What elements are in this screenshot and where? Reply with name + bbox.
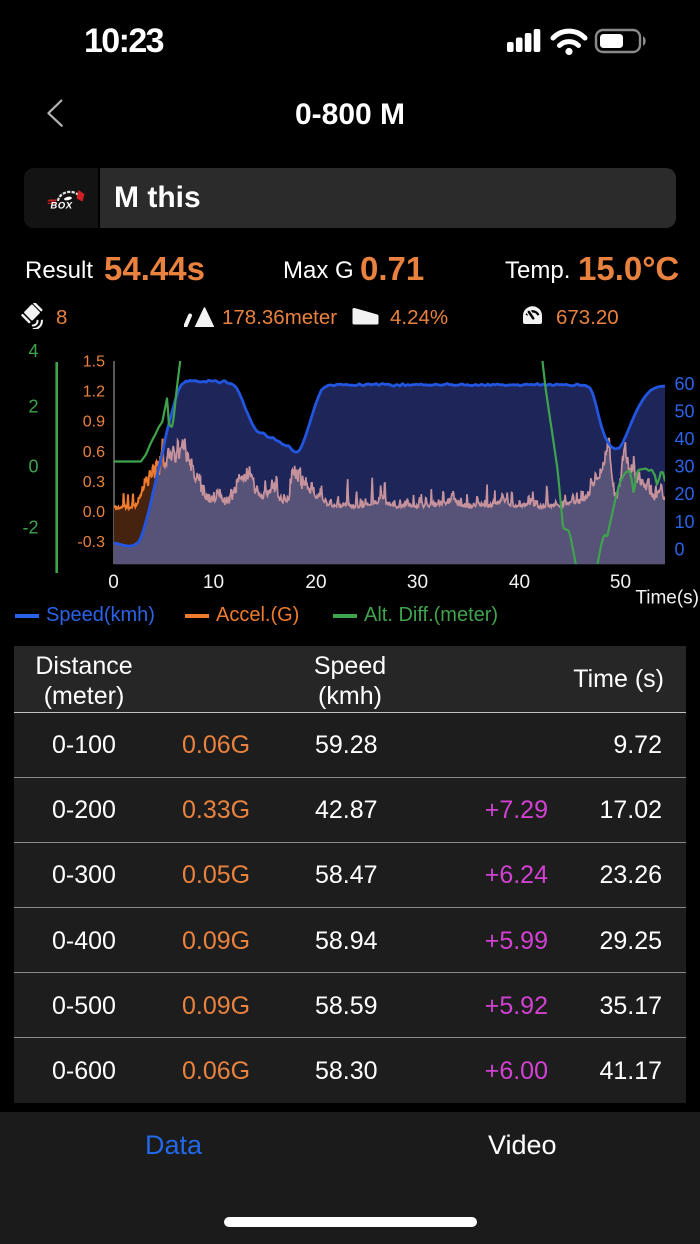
svg-text:0.3: 0.3 <box>83 474 105 491</box>
svg-text:60: 60 <box>675 374 695 394</box>
svg-text:4: 4 <box>28 341 38 361</box>
svg-text:20: 20 <box>675 484 695 504</box>
svg-text:1.2: 1.2 <box>83 384 105 401</box>
svg-text:0.9: 0.9 <box>83 414 105 431</box>
svg-text:-0.3: -0.3 <box>77 534 105 551</box>
svg-text:Time(s): Time(s) <box>635 588 699 609</box>
svg-text:2: 2 <box>28 397 38 417</box>
svg-text:1.5: 1.5 <box>83 354 105 371</box>
svg-text:0: 0 <box>28 457 38 477</box>
svg-text:10: 10 <box>675 512 695 532</box>
svg-text:30: 30 <box>407 572 428 593</box>
svg-text:0: 0 <box>108 572 119 593</box>
svg-text:10: 10 <box>203 572 224 593</box>
svg-text:50: 50 <box>675 402 695 422</box>
svg-text:0.6: 0.6 <box>83 444 105 461</box>
svg-text:20: 20 <box>305 572 326 593</box>
svg-text:0.0: 0.0 <box>83 504 105 521</box>
svg-text:30: 30 <box>675 457 695 477</box>
svg-text:50: 50 <box>610 572 631 593</box>
svg-text:40: 40 <box>509 572 530 593</box>
svg-text:40: 40 <box>675 429 695 449</box>
svg-text:0: 0 <box>675 540 685 560</box>
svg-text:-2: -2 <box>22 518 38 538</box>
svg-text:BOX: BOX <box>49 201 73 211</box>
